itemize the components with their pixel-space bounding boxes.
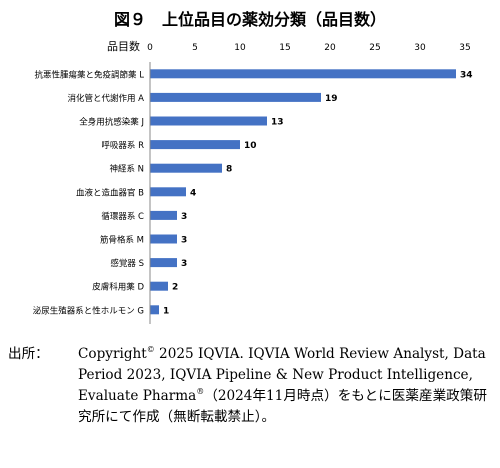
source-text-part1: Copyright: [78, 346, 147, 362]
category-label: 循環器系 C: [101, 211, 144, 222]
bar: [150, 92, 321, 102]
source-text-part2: 2025 IQVIA. IQVIA World Review Analyst, …: [78, 346, 486, 404]
value-label: 3: [181, 259, 187, 269]
category-label: 消化管と代謝作用 A: [67, 93, 144, 104]
bar: [150, 305, 159, 315]
category-labels: 抗悪性腫瘍薬と免疫調節薬 L 消化管と代謝作用 A 全身用抗感染薬 J 呼吸器系 R 神…: [33, 69, 145, 316]
figure-title: 図９ 上位品目の薬効分類（品目数）: [113, 10, 386, 29]
category-label: 血液と造血器官 B: [76, 187, 144, 198]
source-text: Copyright© 2025 IQVIA. IQVIA World Revie…: [78, 344, 494, 428]
value-label: 3: [181, 212, 187, 222]
value-label: 2: [172, 283, 178, 293]
bar: [150, 163, 222, 173]
value-label: 13: [271, 118, 284, 128]
x-tick-label: 5: [192, 43, 198, 53]
x-tick-label: 0: [147, 43, 153, 53]
category-label: 泌尿生殖器系と性ホルモン G: [33, 305, 144, 316]
bar: [150, 69, 456, 79]
registered-mark: ®: [196, 387, 205, 396]
value-label: 1: [163, 306, 169, 316]
bar: [150, 140, 240, 150]
copyright-mark: ©: [146, 345, 155, 354]
value-label: 4: [190, 188, 196, 198]
x-tick-label: 10: [234, 43, 246, 53]
category-label: 抗悪性腫瘍薬と免疫調節薬 L: [35, 69, 145, 80]
category-label: 全身用抗感染薬 J: [79, 117, 144, 128]
value-label: 19: [325, 94, 338, 104]
category-label: 神経系 N: [109, 164, 144, 175]
category-label: 呼吸器系 R: [101, 140, 144, 151]
category-label: 筋骨格系 M: [100, 235, 144, 246]
x-tick-label: 15: [279, 43, 290, 53]
category-label: 感覚器 S: [110, 258, 144, 269]
bar: [150, 210, 177, 220]
bar: [150, 281, 168, 291]
category-label: 皮膚科用薬 D: [92, 282, 144, 293]
axis-unit-label: 品目数: [107, 40, 140, 53]
x-tick-label: 35: [459, 43, 470, 53]
x-tick-label: 25: [369, 43, 380, 53]
value-label: 3: [181, 236, 187, 246]
value-labels: 34 19 13 10 8 4 3 3 3 2 1: [163, 70, 473, 316]
bar: [150, 258, 177, 268]
bar: [150, 234, 177, 244]
source-label: 出所：: [8, 346, 49, 362]
bar: [150, 187, 186, 197]
value-label: 10: [244, 141, 257, 151]
bar-chart: 品目数 0 5 10 15 20 25 30 35 抗悪性腫瘍薬と免疫調節薬 L 消化管と代謝作…: [33, 40, 473, 324]
source-note: 出所： Copyright© 2025 IQVIA. IQVIA World R…: [8, 344, 494, 428]
x-tick-labels: 0 5 10 15 20 25 30 35: [147, 43, 471, 53]
source-text-part3: （2024年11月時点）をもとに医薬産業政策研究所にて作成（無断転載禁止）。: [78, 388, 487, 425]
bars: [150, 69, 456, 315]
x-tick-label: 20: [324, 43, 336, 53]
x-tick-label: 30: [414, 43, 426, 53]
value-label: 8: [226, 165, 232, 175]
bar: [150, 116, 267, 126]
value-label: 34: [460, 70, 473, 80]
